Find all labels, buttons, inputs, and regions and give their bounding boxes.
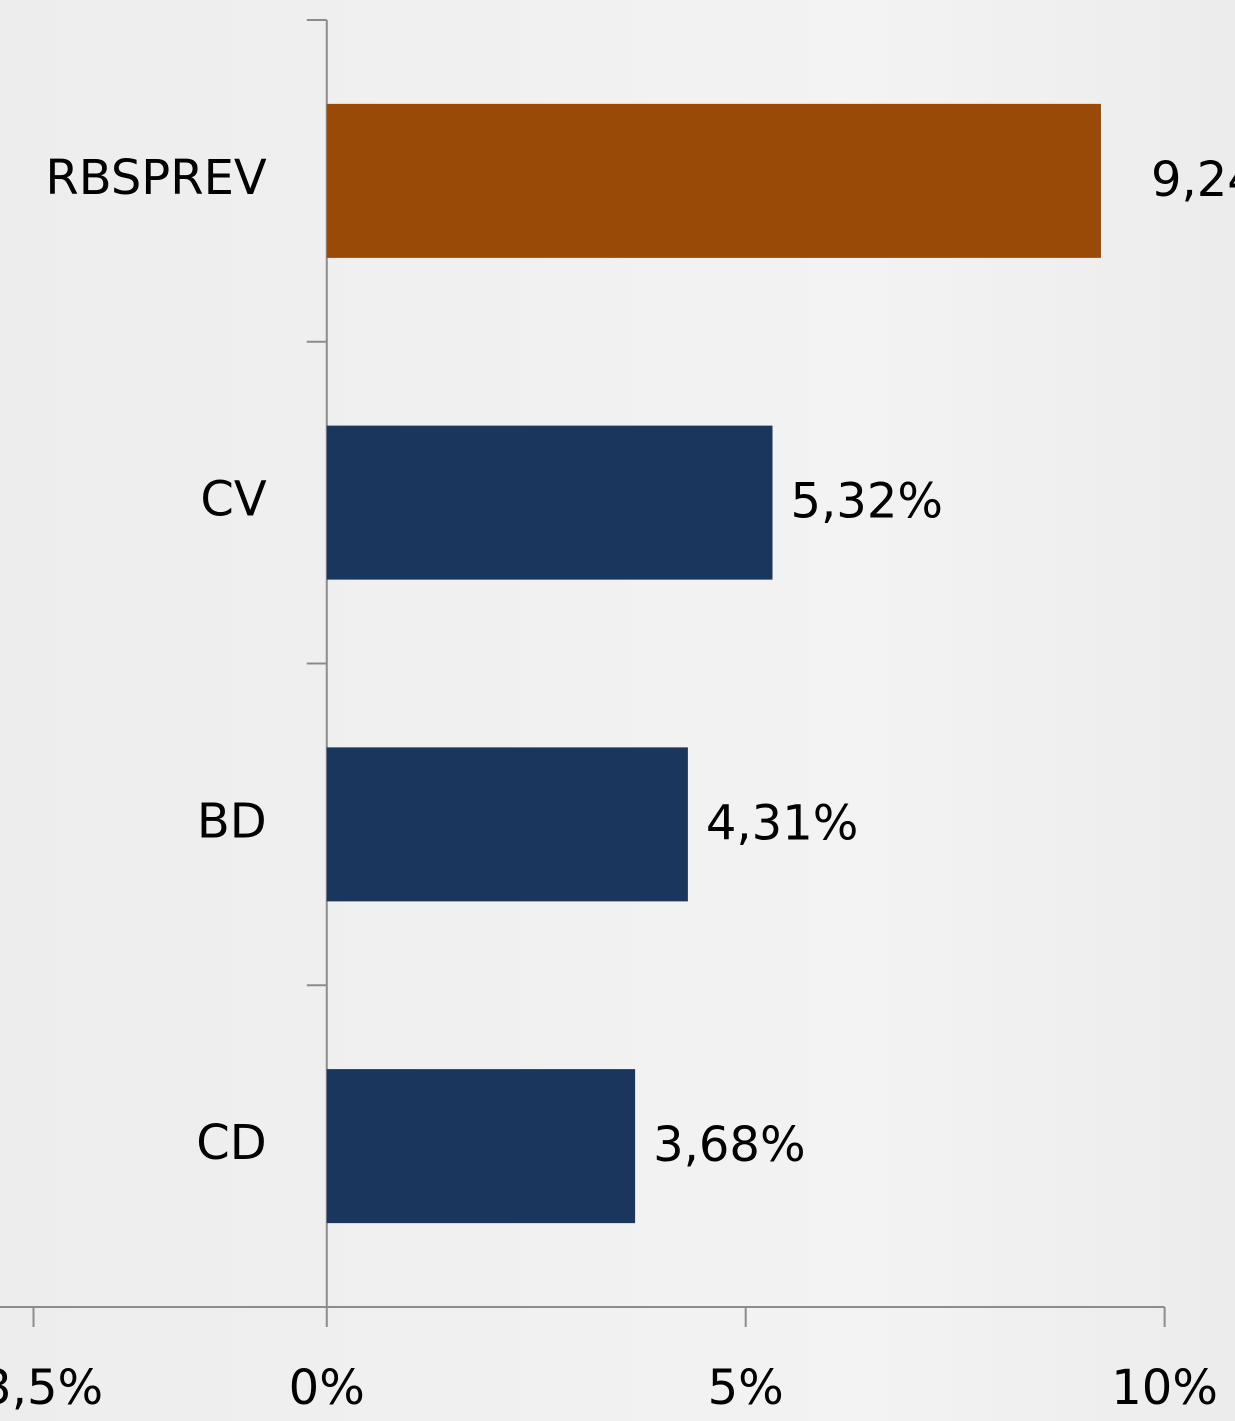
value-label: 5,32% bbox=[791, 474, 943, 530]
x-tick-label: -3,5% bbox=[0, 1360, 103, 1416]
y-tick-label: BD bbox=[197, 793, 267, 849]
bar bbox=[326, 747, 688, 902]
x-tick-label: 10% bbox=[1111, 1360, 1218, 1416]
bar bbox=[326, 1069, 636, 1224]
bar bbox=[326, 103, 1101, 258]
value-label: 9,24% bbox=[1151, 152, 1235, 208]
y-tick-label: CD bbox=[196, 1115, 266, 1171]
x-tick-label: 5% bbox=[708, 1360, 784, 1416]
y-tick-label: CV bbox=[200, 472, 267, 528]
x-tick-label: 0% bbox=[289, 1360, 365, 1416]
y-tick-label: RBSPREV bbox=[45, 150, 267, 206]
value-label: 4,31% bbox=[706, 795, 858, 851]
bar bbox=[326, 425, 773, 580]
value-label: 3,68% bbox=[653, 1117, 805, 1173]
